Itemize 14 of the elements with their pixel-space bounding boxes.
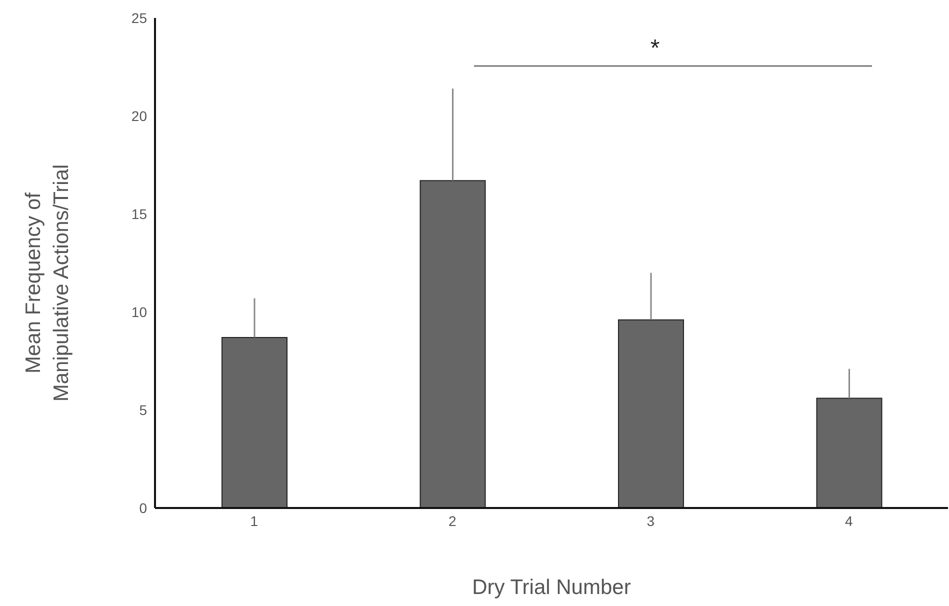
x-tick-label: 1 bbox=[250, 512, 258, 529]
significance-bracket: * bbox=[472, 34, 874, 68]
x-tick-label: 4 bbox=[844, 512, 853, 529]
annotation: * bbox=[650, 35, 660, 62]
y-tick-label: 0 bbox=[139, 500, 148, 516]
y-axis-title: Mean Frequency of Manipulative Actions/Trial bbox=[22, 164, 73, 402]
y-tick-label: 20 bbox=[131, 108, 148, 124]
x-tick-label: 3 bbox=[646, 512, 655, 529]
y-tick-label: 25 bbox=[131, 10, 148, 26]
x-axis-title: Dry Trial Number bbox=[472, 576, 631, 599]
y-tick-label: 5 bbox=[139, 402, 148, 418]
y-tick-label: 15 bbox=[131, 206, 148, 222]
x-tick-label: 2 bbox=[448, 512, 456, 529]
y-tick-label: 10 bbox=[131, 304, 148, 320]
